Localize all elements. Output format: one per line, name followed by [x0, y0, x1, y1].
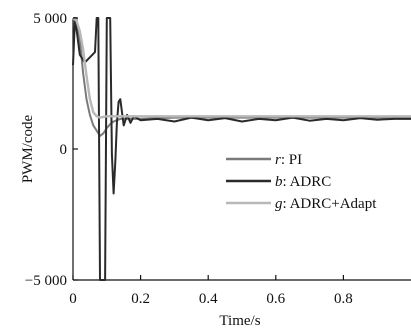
y-axis-label: PWM/code — [20, 115, 36, 184]
y-tick-label: 5 000 — [33, 11, 67, 27]
x-tick-label: 0.2 — [131, 291, 150, 307]
plot-area — [72, 17, 411, 281]
legend-label: g: ADRC+Adapt — [275, 196, 377, 212]
x-tick-label: 0.8 — [334, 291, 353, 307]
x-tick-label: 0.6 — [266, 291, 285, 307]
y-tick-label: 0 — [60, 142, 68, 158]
y-ticks: 5 000 0 −5 000 — [25, 11, 78, 289]
x-tick-label: 0 — [69, 291, 77, 307]
x-axis-label: Time/s — [219, 313, 260, 329]
y-tick-label: −5 000 — [25, 273, 67, 289]
series-line-1 — [73, 17, 411, 137]
series-line-3 — [72, 17, 411, 119]
legend-label: b: ADRC — [275, 174, 331, 190]
legend: r: PI b: ADRC g: ADRC+Adapt — [226, 152, 377, 212]
x-ticks: 0 0.2 0.4 0.6 0.8 — [69, 275, 353, 307]
x-tick-label: 0.4 — [199, 291, 218, 307]
series-line-2 — [72, 17, 411, 281]
legend-label: r: PI — [275, 152, 302, 168]
